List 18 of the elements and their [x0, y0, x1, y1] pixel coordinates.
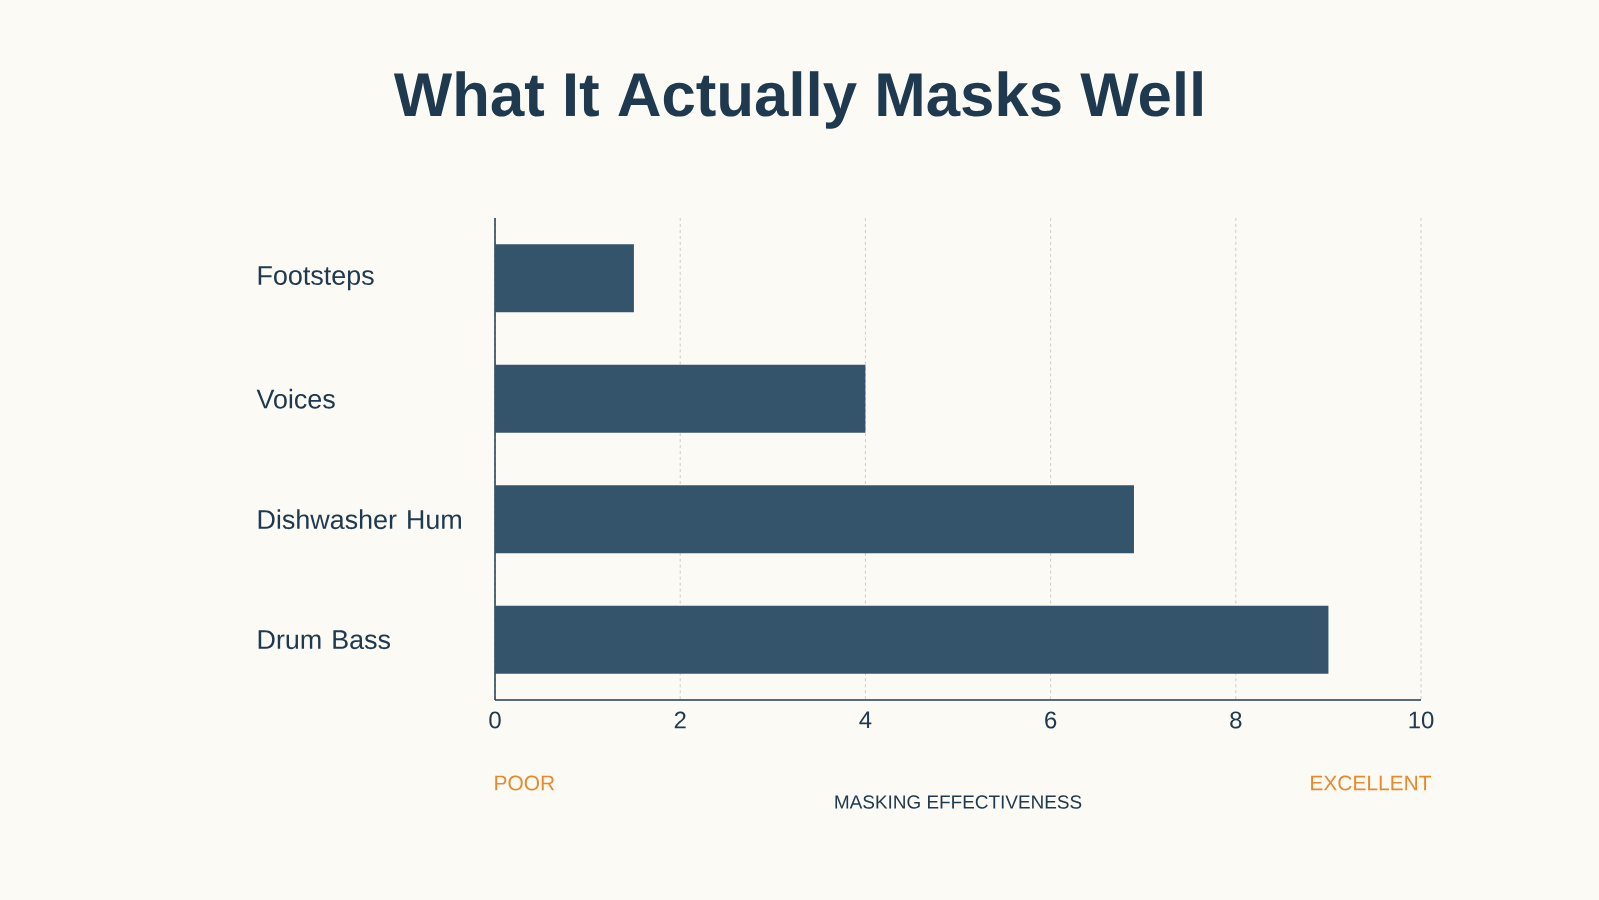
y-tick-label: Dishwasher Hum: [258, 509, 461, 530]
chart-title: What It Actually Masks Well: [393, 71, 1202, 129]
x-tick-label: 10: [1409, 711, 1434, 729]
x-axis-title: MASKING EFFECTIVENESS: [835, 795, 1082, 809]
bar: [495, 364, 866, 433]
bar: [495, 605, 1329, 674]
x-tick-label: 8: [1230, 711, 1242, 729]
x-tick-label: 4: [859, 711, 872, 728]
x-tick-label: 0: [489, 711, 501, 729]
text: POOR: [495, 775, 555, 791]
y-tick-label: Voices: [256, 388, 335, 409]
bar: [495, 244, 634, 313]
text: EXCELLENT: [1311, 775, 1431, 791]
y-tick-label: Footsteps: [258, 266, 374, 291]
bar: [495, 485, 1134, 554]
x-tick-label: 2: [674, 711, 686, 729]
y-tick-label: Drum Bass: [258, 630, 391, 650]
x-tick-label: 6: [1045, 711, 1057, 729]
